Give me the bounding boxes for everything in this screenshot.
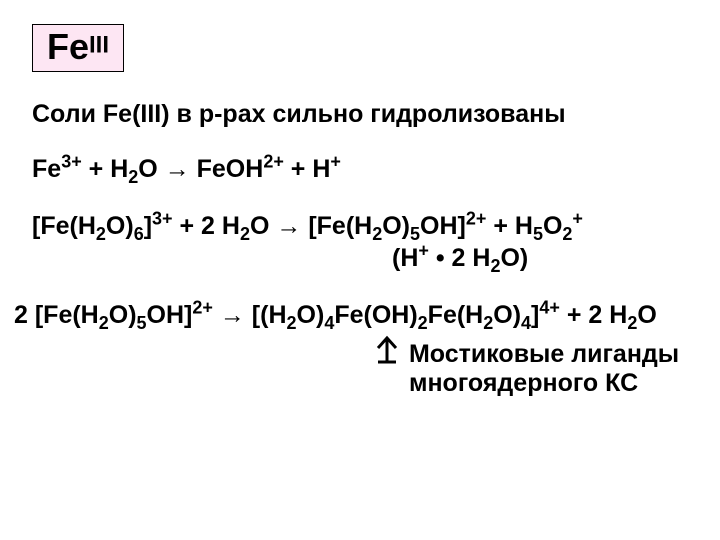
eq3-sp: [213, 301, 220, 329]
eq3-r0: [(H: [245, 301, 287, 329]
ligand-text: Мостиковые лиганды многоядерного КС: [409, 340, 679, 398]
eq3-s6: 2: [483, 313, 493, 333]
eq2-r1: [Fe(H: [301, 212, 372, 240]
eq2-s3: 2: [240, 224, 250, 244]
ligand-annotation: Мостиковые лиганды многоядерного КС: [32, 340, 702, 398]
eq2-l5: O: [250, 212, 276, 240]
title-roman: III: [89, 32, 109, 59]
eq3-r3: Fe(H: [428, 301, 484, 329]
equation-1: Fe3+ + H2O → FeOH2+ + H+: [32, 155, 702, 184]
eq3-r1: O): [297, 301, 325, 329]
eq1-h2o-sub: 2: [128, 167, 138, 187]
equation-2: [Fe(H2O)6]3+ + 2 H2O → [Fe(H2O)5OH]2+ + …: [32, 212, 702, 241]
eq3-c2: 4+: [539, 298, 560, 318]
slide: FeIII Соли Fe(III) в р-рах сильно гидрол…: [0, 0, 720, 540]
eq3-arrow: →: [220, 301, 245, 329]
eq2-s7: 2: [562, 224, 572, 244]
eq3-s2: 5: [137, 313, 147, 333]
eq1-lhs: Fe: [32, 155, 61, 183]
title-box: FeIII: [32, 24, 124, 72]
eq3-r6: + 2 H: [560, 301, 627, 329]
eq2-arrow: →: [276, 212, 301, 240]
eq3-c1: 2+: [192, 298, 213, 318]
eq3-r7: O: [637, 301, 656, 329]
eq3-s4: 4: [324, 313, 334, 333]
eq2-r3: OH]: [420, 212, 466, 240]
eq3-r4: O): [493, 301, 521, 329]
eq2-l2: O): [106, 212, 134, 240]
eq2b-dot: • 2 H: [429, 244, 491, 272]
eq3-l0: 2 [Fe(H: [14, 301, 99, 329]
eq2-l4: + 2 H: [173, 212, 240, 240]
eq2-s1: 2: [96, 224, 106, 244]
equation-3: 2 [Fe(H2O)5OH]2+ → [(H2O)4Fe(OH)2Fe(H2O)…: [14, 301, 702, 330]
eq2b-hplus: +: [418, 241, 429, 261]
eq1-plus1: + H: [82, 155, 129, 183]
eq1-hplus: +: [330, 151, 341, 171]
eq3-s7: 4: [521, 313, 531, 333]
eq2b-tail: O): [500, 244, 528, 272]
eq2-s6: 5: [533, 224, 543, 244]
eq1-rhs: FeOH: [190, 155, 264, 183]
eq3-l2: OH]: [147, 301, 193, 329]
eq2-r4: + H: [486, 212, 533, 240]
eq1-arrow: →: [165, 155, 190, 183]
eq3-s1: 2: [99, 313, 109, 333]
eq2-r5: O: [543, 212, 562, 240]
eq2-r2: O): [382, 212, 410, 240]
eq2-s2: 6: [134, 224, 144, 244]
eq1-lhs-charge: 3+: [61, 151, 82, 171]
eq1-rhs-charge: 2+: [263, 151, 284, 171]
eq2-c1: 3+: [152, 208, 173, 228]
eq2b-s1: 2: [490, 256, 500, 276]
ligand-line2: многоядерного КС: [409, 369, 638, 397]
eq2-l3: ]: [144, 212, 152, 240]
eq1-h2o: O: [138, 155, 164, 183]
eq3-s8: 2: [627, 313, 637, 333]
eq3-l1: O): [109, 301, 137, 329]
eq3-s5: 2: [418, 313, 428, 333]
eq2-c2: 2+: [466, 208, 487, 228]
title-element: Fe: [47, 26, 89, 67]
eq3-s3: 2: [287, 313, 297, 333]
eq1-plus2: + H: [284, 155, 331, 183]
eq2-c3: +: [572, 208, 583, 228]
eq3-r2: Fe(OH): [334, 301, 417, 329]
eq2b-open: (H: [392, 244, 418, 272]
heading: Соли Fe(III) в р-рах сильно гидролизован…: [32, 100, 702, 129]
equation-2b: (H+ • 2 H2O): [32, 244, 702, 273]
eq2-s4: 2: [372, 224, 382, 244]
eq2-l1: [Fe(H: [32, 212, 96, 240]
ligand-line1: Мостиковые лиганды: [409, 340, 679, 368]
